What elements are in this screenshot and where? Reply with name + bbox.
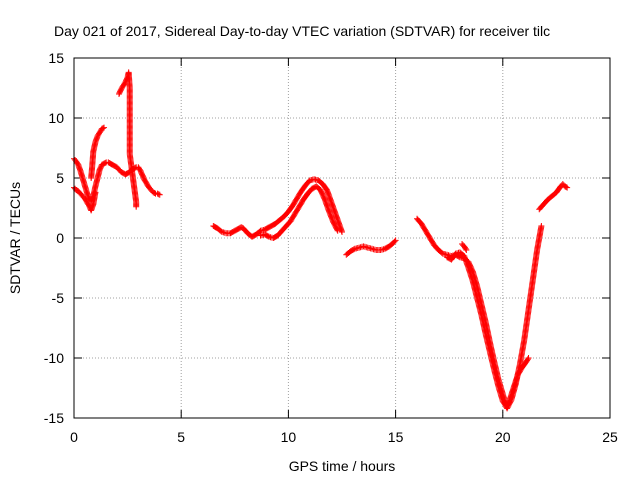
- data-point: [339, 229, 345, 235]
- data-point: [350, 246, 357, 253]
- y-tick-label: 10: [48, 110, 64, 126]
- series-seg_j: [536, 181, 571, 213]
- data-point: [563, 184, 570, 190]
- data-point: [156, 191, 163, 198]
- y-tick-label: 15: [48, 50, 64, 66]
- data-point: [265, 233, 272, 240]
- data-point: [99, 125, 106, 132]
- y-tick-label: -15: [44, 410, 64, 426]
- x-tick-label: 25: [602, 429, 618, 445]
- chart-title: Day 021 of 2017, Sidereal Day-to-day VTE…: [54, 23, 550, 39]
- y-tick-label: -10: [44, 350, 64, 366]
- data-point: [462, 245, 469, 252]
- grid-lines: [74, 58, 610, 418]
- x-tick-label: 20: [495, 429, 511, 445]
- data-point: [334, 226, 341, 233]
- data-point: [155, 191, 162, 198]
- data-point: [392, 237, 399, 244]
- data-point: [133, 203, 140, 210]
- series-seg_c: [88, 124, 108, 181]
- data-point: [463, 247, 470, 253]
- y-tick-label: 5: [56, 170, 64, 186]
- y-tick-label: 0: [56, 230, 64, 246]
- series-seg_f: [257, 183, 341, 241]
- y-axis-label: SDTVAR / TECUs: [7, 182, 23, 294]
- data-point: [256, 228, 263, 235]
- series-seg_e: [210, 176, 345, 240]
- data-point: [524, 356, 531, 363]
- x-tick-label: 15: [388, 429, 404, 445]
- plot-frame: [73, 57, 611, 419]
- data-point: [217, 228, 224, 235]
- x-tick-label: 0: [70, 429, 78, 445]
- data-point: [525, 355, 532, 361]
- data-point: [92, 189, 99, 196]
- x-tick-label: 5: [177, 429, 185, 445]
- series-seg_i: [444, 223, 545, 412]
- data-point: [101, 124, 108, 131]
- data-point: [334, 227, 341, 234]
- data-point: [564, 184, 571, 191]
- x-axis-label: GPS time / hours: [289, 458, 396, 474]
- data-point: [391, 238, 398, 245]
- data-point: [151, 190, 158, 196]
- data-point: [132, 164, 139, 171]
- y-tick-label: -5: [52, 290, 65, 306]
- series-seg_k: [459, 241, 470, 253]
- series-seg_b: [71, 184, 99, 214]
- x-tick-label: 10: [281, 429, 297, 445]
- data-marks: [71, 69, 571, 412]
- data-point: [538, 223, 545, 229]
- data-point: [438, 249, 445, 256]
- series-seg_g: [343, 237, 399, 258]
- series-seg_d: [116, 69, 140, 210]
